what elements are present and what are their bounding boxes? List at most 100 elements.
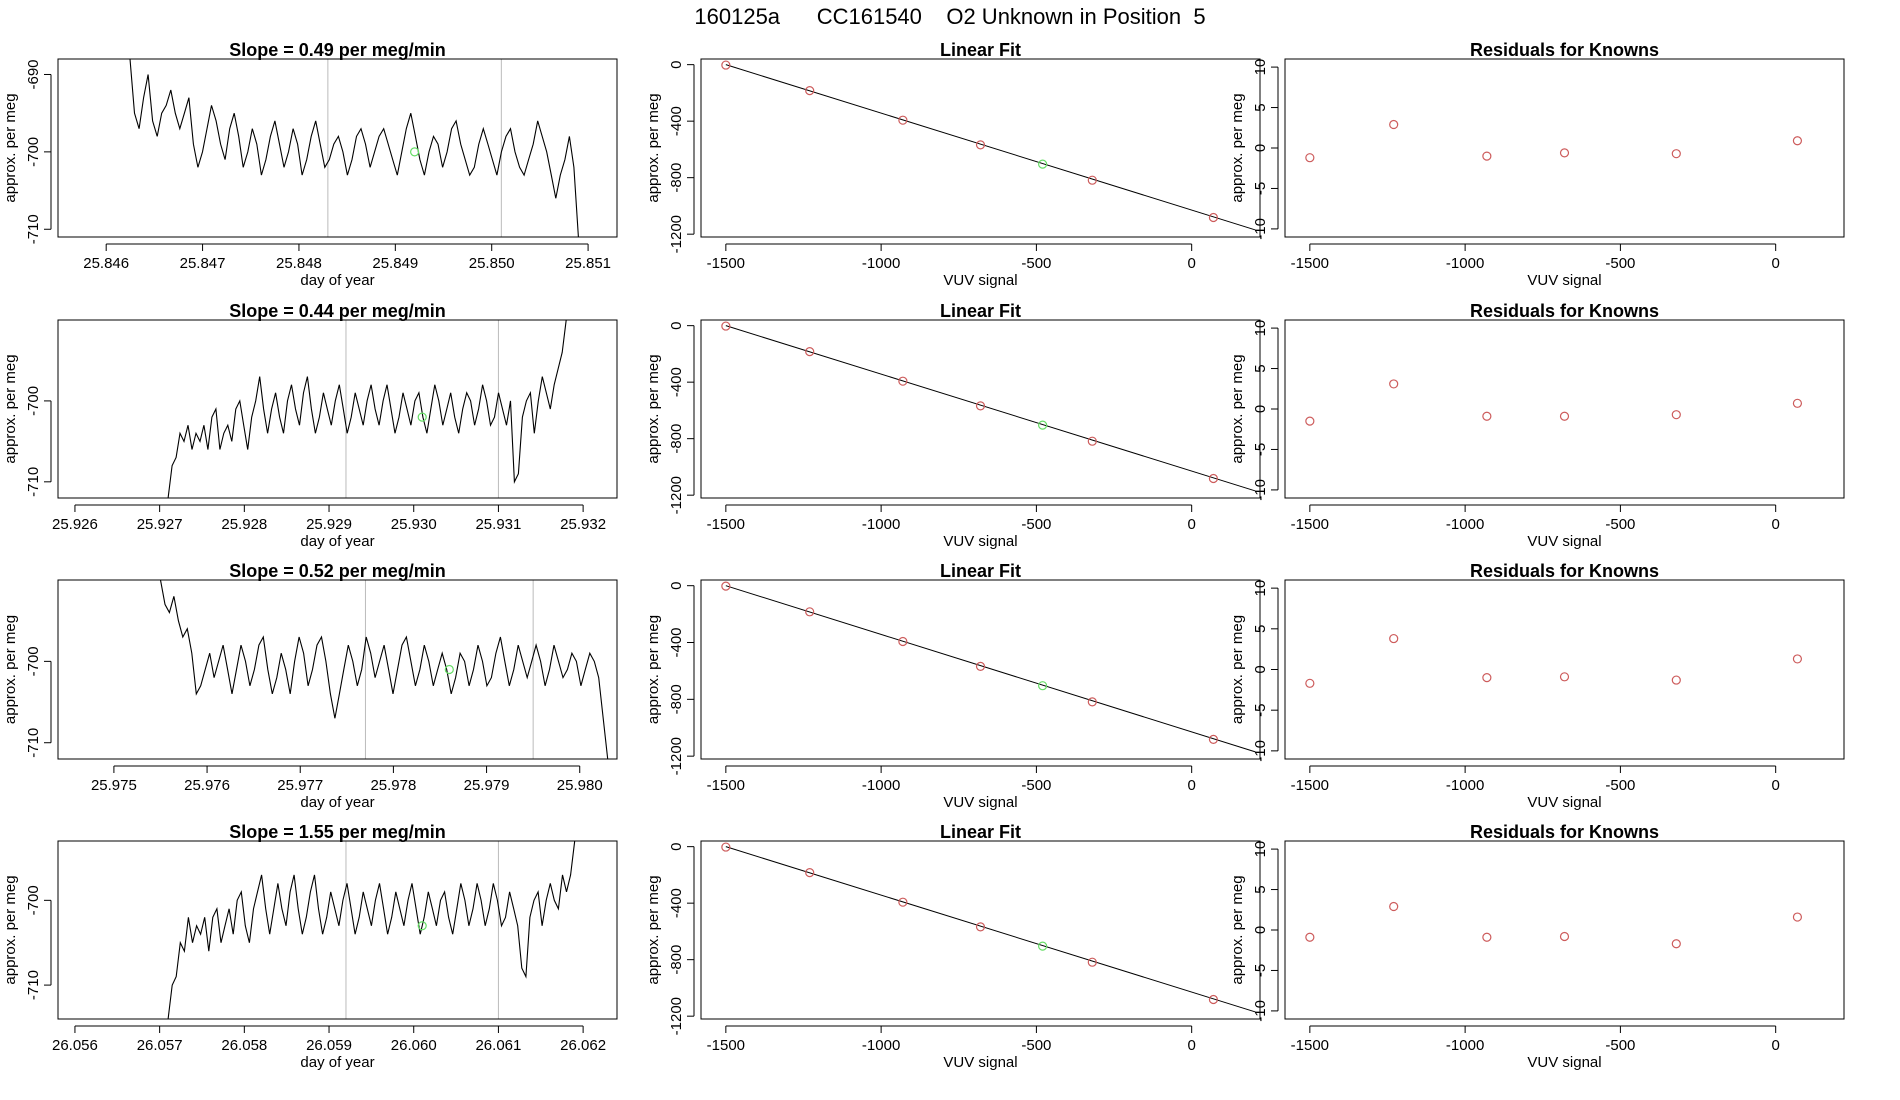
x-tick-label: -500 <box>1605 1037 1635 1054</box>
x-axis-label: day of year <box>300 1054 374 1071</box>
known-point <box>1389 119 1399 130</box>
panel-r1-timeseries: Slope = 0.44 per meg/min 25.926 25.927 25.9… <box>2 301 618 550</box>
series-line <box>167 841 576 1019</box>
x-axis-label: day of year <box>300 272 374 289</box>
x-tick-label: 25.930 <box>391 516 437 533</box>
y-tick-label: -1200 <box>668 737 685 775</box>
panel-r0-fit: Linear Fit -1500 -1000 -500 0 VUV signal 0 -400… <box>645 40 1261 289</box>
x-tick-label: -1500 <box>707 777 745 794</box>
x-tick-label: 0 <box>1772 777 1780 794</box>
known-point <box>1559 148 1570 158</box>
known-point <box>898 376 908 386</box>
known-point <box>721 581 731 591</box>
plot-area <box>159 580 609 759</box>
y-tick-label: -10 <box>1252 479 1269 501</box>
known-point <box>1559 931 1570 942</box>
y-tick-label: -800 <box>668 424 685 454</box>
x-tick-label: -500 <box>1021 1037 1051 1054</box>
y-tick-label: -710 <box>25 728 42 758</box>
panel-title: Residuals for Knowns <box>1470 301 1659 321</box>
known-point <box>805 347 815 357</box>
plot-area <box>167 320 567 498</box>
plot-frame <box>1284 840 1845 1020</box>
panel-title: Residuals for Knowns <box>1470 40 1659 60</box>
y-axis-label: approx. per meg <box>645 615 662 724</box>
x-tick-label: -1000 <box>1446 777 1484 794</box>
x-tick-label: 26.061 <box>475 1037 521 1054</box>
y-tick-label: -710 <box>25 467 42 497</box>
y-axis-label: approx. per meg <box>1229 875 1246 984</box>
panel-title: Slope = 1.55 per meg/min <box>229 822 446 842</box>
y-tick-label: -800 <box>668 684 685 714</box>
x-axis-label: VUV signal <box>1527 1054 1601 1071</box>
y-tick-label: 5 <box>1252 625 1269 633</box>
plot-frame <box>57 579 618 760</box>
y-tick-label: 5 <box>1252 364 1269 372</box>
unknown-point <box>1038 941 1048 951</box>
known-point <box>721 842 731 852</box>
x-tick-label: -1000 <box>1446 1037 1484 1054</box>
known-point <box>1208 212 1219 223</box>
x-tick-label: 25.849 <box>372 255 418 272</box>
series-line <box>167 320 567 498</box>
x-tick-label: 25.976 <box>184 777 230 794</box>
x-tick-label: -1500 <box>707 1037 745 1054</box>
known-point <box>1087 957 1097 967</box>
known-point <box>721 321 731 331</box>
plot-area <box>721 60 1256 231</box>
panel-r1-residuals: Residuals for Knowns -1500 -1000 -500 0 VUV s… <box>1229 301 1845 550</box>
y-tick-label: -700 <box>25 646 42 676</box>
x-tick-label: 25.851 <box>565 255 611 272</box>
x-tick-label: -500 <box>1605 516 1635 533</box>
y-tick-label: 0 <box>668 60 685 68</box>
x-tick-label: 25.847 <box>180 255 226 272</box>
y-tick-label: -1200 <box>668 476 685 514</box>
panel-title: Linear Fit <box>940 822 1021 842</box>
x-tick-label: 25.979 <box>464 777 510 794</box>
known-point <box>975 922 986 932</box>
known-point <box>1087 697 1097 707</box>
unknown-point <box>1038 159 1048 169</box>
y-tick-label: 0 <box>668 321 685 329</box>
y-tick-label: -400 <box>668 888 685 918</box>
known-point <box>805 607 815 617</box>
y-tick-label: -5 <box>1252 964 1269 977</box>
x-axis-label: day of year <box>300 533 374 550</box>
known-point <box>1208 734 1219 744</box>
known-point <box>1482 673 1492 683</box>
x-tick-label: -1000 <box>862 777 900 794</box>
x-tick-label: 25.931 <box>475 516 521 533</box>
y-tick-label: -5 <box>1252 443 1269 456</box>
known-point <box>1792 912 1803 922</box>
x-tick-label: 25.850 <box>469 255 515 272</box>
y-axis-label: approx. per meg <box>1229 615 1246 724</box>
x-tick-label: -1500 <box>1291 1037 1329 1054</box>
y-tick-label: 0 <box>668 842 685 850</box>
plot-area <box>1305 119 1803 163</box>
plot-area <box>125 59 579 237</box>
y-tick-label: -700 <box>25 386 42 416</box>
plot-area <box>721 321 1256 492</box>
fit-line <box>725 585 1256 753</box>
known-point <box>1671 939 1681 949</box>
x-tick-label: 26.059 <box>306 1037 352 1054</box>
x-tick-label: -500 <box>1605 777 1635 794</box>
plot-frame <box>700 579 1261 760</box>
known-point <box>975 401 986 411</box>
known-point <box>1792 654 1803 664</box>
x-tick-label: 0 <box>1188 1037 1196 1054</box>
plot-frame <box>700 319 1261 499</box>
y-tick-label: -400 <box>668 106 685 136</box>
x-tick-label: -1000 <box>862 516 900 533</box>
y-tick-label: -1200 <box>668 997 685 1035</box>
panel-title: Linear Fit <box>940 561 1021 581</box>
unknown-point <box>1038 420 1048 430</box>
x-tick-label: 0 <box>1772 516 1780 533</box>
series-line <box>125 59 579 237</box>
y-axis-label: approx. per meg <box>2 93 19 202</box>
plot-frame <box>1284 579 1845 760</box>
x-axis-label: VUV signal <box>1527 272 1601 289</box>
unknown-point <box>1038 681 1048 691</box>
y-tick-label: 10 <box>1252 841 1269 858</box>
